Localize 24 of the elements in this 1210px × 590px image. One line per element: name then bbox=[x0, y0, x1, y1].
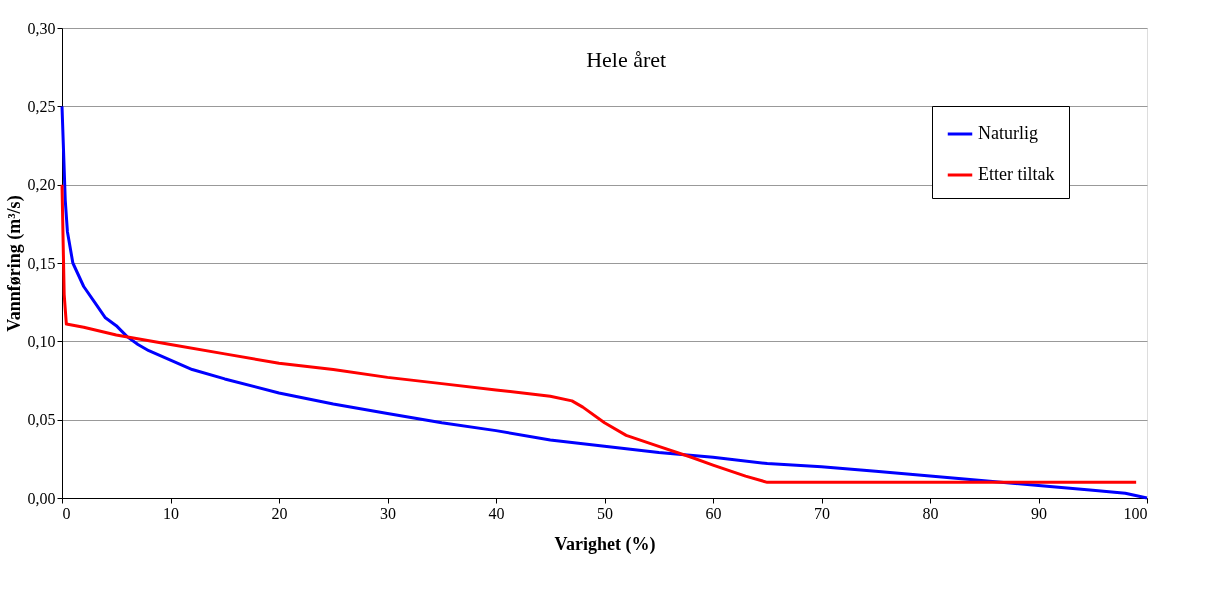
y-tick-label: 0,25 bbox=[27, 97, 56, 115]
x-tick-label: 0 bbox=[62, 504, 71, 522]
y-tick-label: 0,00 bbox=[27, 489, 56, 507]
y-tick-label: 0,05 bbox=[27, 411, 56, 429]
y-tick-label: 0,20 bbox=[27, 176, 56, 194]
x-tick-label: 60 bbox=[705, 504, 722, 522]
x-tick-label: 10 bbox=[163, 504, 179, 522]
y-tick-label: 0,10 bbox=[27, 332, 56, 350]
y-tick-label: 0,30 bbox=[27, 19, 56, 37]
line-series bbox=[60, 183, 1138, 484]
x-tick-label: 70 bbox=[814, 504, 830, 522]
x-tick-label: 80 bbox=[922, 504, 939, 522]
x-tick-label: 20 bbox=[271, 504, 288, 522]
x-axis-title: Varighet (%) bbox=[554, 533, 656, 555]
legend-label: Etter tiltak bbox=[978, 164, 1055, 184]
x-tick-label: 40 bbox=[488, 504, 505, 522]
y-tick-label: 0,15 bbox=[27, 254, 56, 272]
legend-label: Naturlig bbox=[978, 123, 1038, 143]
y-axis-title: Vannføring (m³/s) bbox=[3, 195, 25, 332]
x-tick-label: 100 bbox=[1123, 504, 1148, 522]
text: Hele året bbox=[586, 47, 667, 72]
x-tick-label: 90 bbox=[1031, 504, 1047, 522]
x-tick-label: 30 bbox=[380, 504, 396, 522]
x-tick-label: 50 bbox=[597, 504, 613, 522]
